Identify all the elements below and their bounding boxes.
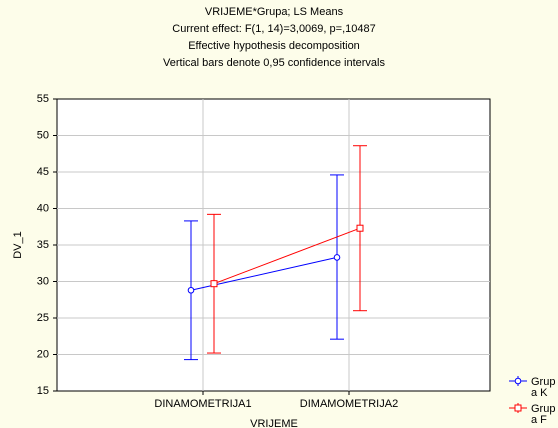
y-tick-label: 30	[37, 275, 49, 287]
series-line	[213, 227, 361, 285]
y-tick-label: 15	[37, 385, 49, 397]
point	[333, 254, 341, 261]
y-tick-label: 45	[37, 166, 49, 178]
point	[356, 224, 364, 232]
y-tick-label: 20	[37, 348, 49, 360]
legend-label: Grupa F	[531, 403, 556, 426]
legend-label: Grupa K	[531, 376, 556, 399]
point	[210, 280, 218, 288]
legend-marker	[514, 404, 522, 412]
legend-marker	[514, 377, 522, 385]
y-tick-label: 55	[37, 93, 49, 105]
y-tick-label: 50	[37, 129, 49, 141]
y-tick-label: 25	[37, 312, 49, 324]
chart-title: Effective hypothesis decomposition	[188, 40, 360, 52]
x-axis-label: VRIJEME	[250, 418, 298, 428]
chart-title: Vertical bars denote 0,95 confidence int…	[163, 57, 385, 69]
y-tick-label: 40	[37, 202, 49, 214]
x-tick-label: DINAMOMETRIJA1	[154, 398, 251, 410]
chart-title: VRIJEME*Grupa; LS Means	[205, 6, 344, 18]
chart-title: Current effect: F(1, 14)=3,0069, p=,1048…	[172, 23, 375, 35]
y-axis-label: DV_1	[12, 231, 24, 259]
point	[187, 286, 195, 294]
x-tick-label: DIMAMOMETRIJA2	[300, 398, 398, 410]
y-tick-label: 35	[37, 239, 49, 251]
